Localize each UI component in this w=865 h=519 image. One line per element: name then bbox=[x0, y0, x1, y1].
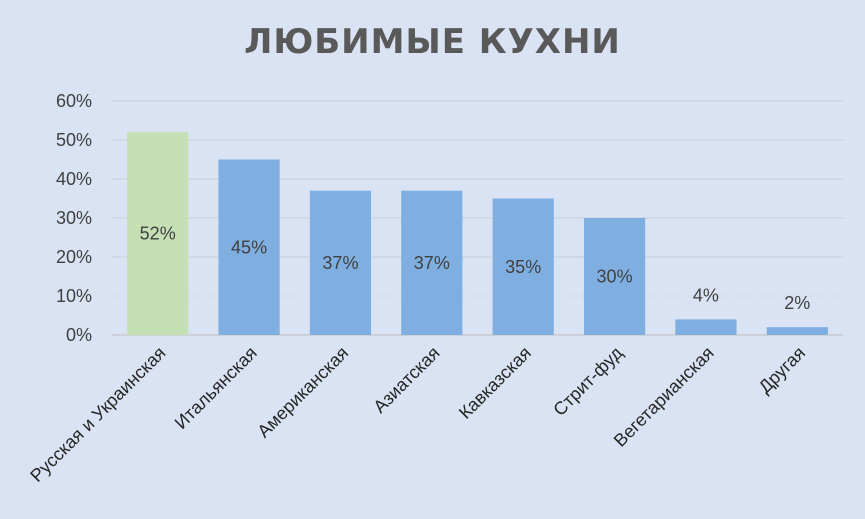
data-label: 2% bbox=[784, 293, 810, 313]
chart-title: ЛЮБИМЫЕ КУХНИ bbox=[244, 22, 621, 62]
x-category-label: Американская bbox=[253, 343, 352, 442]
y-tick-label: 30% bbox=[56, 208, 92, 228]
x-axis-categories: Русская и Украинская ИтальянскаяАмериканс… bbox=[26, 342, 809, 485]
x-category-label: Другая bbox=[755, 343, 809, 397]
bar bbox=[583, 218, 646, 335]
x-category-label: Русская и Украинская bbox=[26, 343, 169, 486]
y-tick-label: 20% bbox=[56, 247, 92, 267]
data-label: 30% bbox=[597, 267, 633, 287]
bar bbox=[127, 132, 189, 335]
data-labels: 52% 45% 37% 37% 35% 30% 4% 2% bbox=[140, 224, 811, 314]
bars bbox=[127, 132, 828, 335]
data-label: 4% bbox=[693, 285, 719, 305]
bar bbox=[401, 190, 463, 335]
data-label: 52% bbox=[140, 224, 176, 244]
data-label: 37% bbox=[414, 253, 450, 273]
y-tick-label: 10% bbox=[56, 286, 92, 306]
bar bbox=[675, 319, 737, 335]
x-category-label: Итальянская bbox=[171, 343, 261, 433]
bar bbox=[309, 190, 372, 335]
y-tick-label: 60% bbox=[56, 91, 92, 111]
x-category-label: Стрит-фуд bbox=[549, 342, 626, 419]
y-tick-label: 40% bbox=[56, 169, 92, 189]
y-tick-label: 0% bbox=[66, 325, 92, 345]
x-category-label: Кавказская bbox=[455, 343, 535, 423]
data-label: 45% bbox=[231, 237, 267, 257]
data-label: 35% bbox=[505, 257, 541, 277]
bar bbox=[218, 159, 280, 335]
bar bbox=[492, 198, 554, 335]
x-category-label: Вегетарианская bbox=[610, 343, 718, 451]
y-tick-label: 50% bbox=[56, 130, 92, 150]
data-label: 37% bbox=[322, 253, 358, 273]
bar bbox=[766, 327, 828, 335]
x-category-label: Азиатская bbox=[369, 343, 443, 417]
y-axis-ticks: 0% 10% 20% 30% 40% 50% 60% bbox=[56, 91, 92, 345]
